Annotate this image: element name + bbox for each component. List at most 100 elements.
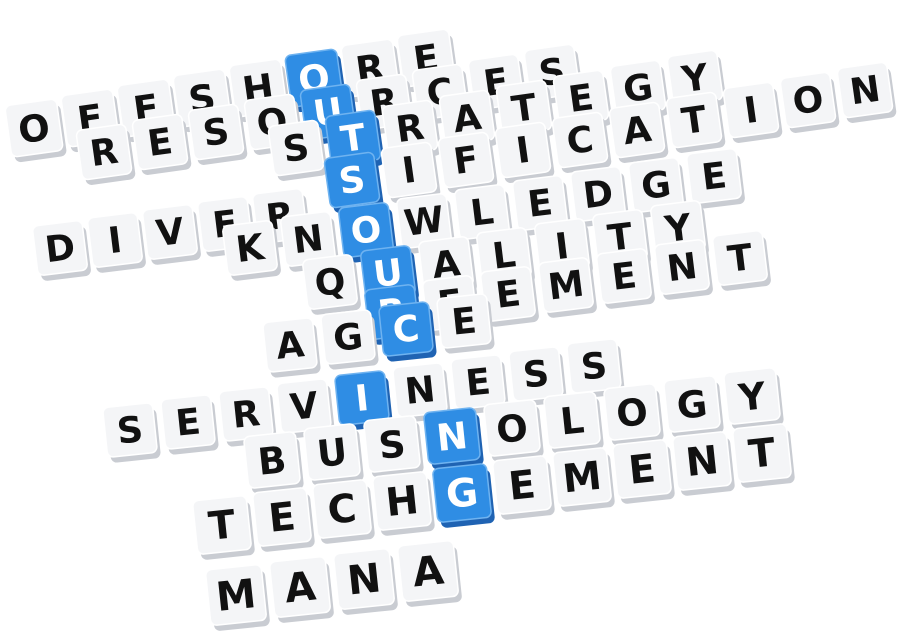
tile-letter: W: [402, 199, 446, 245]
tile-face: [437, 131, 495, 189]
tile-face: [32, 220, 88, 276]
letter-tile: V: [276, 378, 335, 439]
tile-letter: E: [174, 401, 203, 444]
tile-letter: O: [614, 390, 650, 436]
tile-face: [160, 394, 216, 450]
tile-letter: C: [564, 119, 596, 163]
tile-face: [333, 548, 395, 610]
tile-face: [205, 564, 267, 626]
tile-letter: C: [391, 308, 422, 352]
letter-tile: R: [75, 123, 136, 185]
letter-tile: I: [87, 212, 146, 273]
letter-tile: V: [142, 204, 201, 265]
letter-tile: I: [380, 141, 441, 203]
tile-face: [303, 423, 361, 481]
tile-face: [566, 338, 622, 394]
letter-tile: M: [538, 257, 597, 318]
tile-letter: S: [579, 345, 609, 388]
tile-letter: G: [639, 164, 673, 208]
highlight-tile: I: [334, 370, 393, 431]
letter-tile: A: [608, 101, 669, 163]
letter-tile: M: [205, 564, 270, 631]
letter-tile: T: [665, 91, 726, 153]
tile-letter: E: [145, 121, 175, 165]
letter-tile: L: [543, 391, 604, 454]
tile-face: [450, 354, 506, 410]
tile-letter: E: [699, 155, 728, 199]
tile-letter: F: [451, 139, 481, 183]
letter-tile: M: [552, 447, 615, 512]
tile-face: [380, 141, 438, 199]
tile-face: [494, 121, 552, 179]
tile-letter: H: [384, 478, 421, 526]
letter-tile: N: [392, 362, 451, 423]
letter-tile: E: [612, 439, 675, 504]
tile-letter: M: [546, 263, 587, 308]
letter-tile: T: [192, 495, 255, 560]
tile-face: [378, 301, 434, 357]
tile-letter: I: [742, 90, 761, 132]
tile-letter: S: [280, 127, 311, 171]
letter-tile: T: [732, 423, 795, 488]
tile-face: [269, 556, 331, 618]
tile-face: [508, 346, 564, 402]
letter-tile: O: [483, 399, 544, 462]
tile-letter: S: [115, 409, 145, 452]
letter-tile: S: [508, 346, 567, 407]
tile-letter: N: [291, 218, 326, 262]
tile-face: [836, 61, 894, 119]
letter-tile: T: [712, 230, 771, 291]
letter-tile: H: [372, 471, 435, 536]
tile-letter: N: [434, 414, 469, 460]
tile-face: [483, 399, 541, 457]
tile-face: [243, 431, 301, 489]
tile-letter: N: [665, 246, 700, 290]
tile-letter: E: [464, 361, 493, 404]
tile-face: [312, 479, 372, 539]
letter-tile: D: [32, 220, 91, 281]
tile-face: [492, 455, 552, 515]
tile-letter: A: [282, 563, 318, 612]
tile-face: [436, 293, 492, 349]
tile-face: [672, 431, 732, 491]
letter-tile: O: [603, 383, 664, 446]
tile-letter: A: [410, 547, 446, 596]
letter-tile: E: [436, 293, 495, 354]
tile-letter: O: [790, 79, 826, 124]
tile-face: [392, 362, 448, 418]
letter-tile: A: [397, 540, 462, 607]
letter-tile: A: [269, 556, 334, 623]
letter-tile: E: [450, 354, 509, 415]
tile-letter: N: [345, 555, 383, 604]
tile-face: [654, 239, 710, 295]
letter-tile: G: [663, 375, 724, 438]
tile-letter: M: [214, 571, 258, 621]
letter-tile: Q: [302, 254, 361, 315]
tile-face: [75, 123, 133, 181]
tile-letter: O: [494, 406, 530, 452]
tile-face: [723, 367, 781, 425]
tile-letter: S: [336, 159, 367, 203]
tile-face: [551, 111, 609, 169]
tile-letter: E: [609, 255, 638, 299]
letter-tile: S: [566, 338, 625, 399]
tile-letter: G: [675, 382, 710, 428]
tile-letter: T: [747, 430, 779, 478]
tile-face: [302, 254, 358, 310]
tile-face: [323, 151, 381, 209]
tile-face: [262, 317, 318, 373]
tile-face: [320, 309, 376, 365]
letter-tile: I: [494, 121, 555, 183]
tile-letter: Y: [736, 374, 769, 420]
tile-face: [102, 402, 158, 458]
tile-letter: K: [234, 227, 268, 271]
letter-tile: K: [222, 220, 281, 281]
tile-face: [686, 148, 742, 204]
tile-face: [665, 91, 723, 149]
tile-face: [663, 375, 721, 433]
tile-letter: S: [200, 111, 231, 155]
tile-face: [252, 487, 312, 547]
tile-face: [712, 230, 768, 286]
